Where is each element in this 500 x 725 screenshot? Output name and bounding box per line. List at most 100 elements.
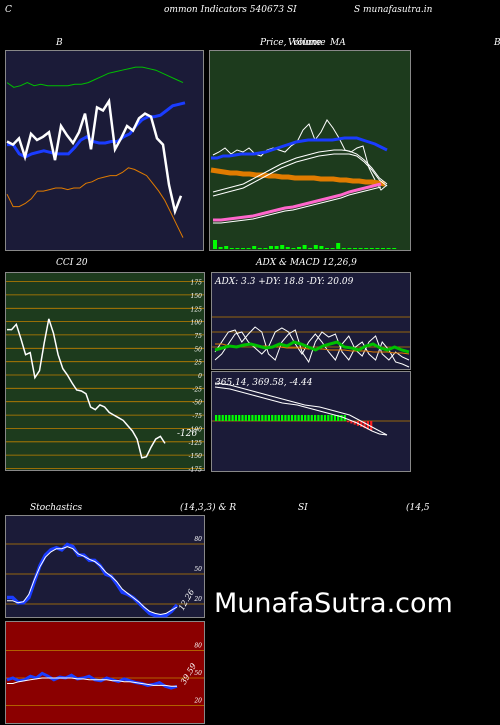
volume-bar — [386, 248, 391, 249]
macd-histogram-bar — [330, 415, 333, 421]
volume-bar — [313, 245, 318, 249]
volume-bar — [375, 248, 380, 249]
bb-price-line — [6, 97, 183, 216]
volume-bar — [257, 248, 262, 249]
macd-histogram-bar — [284, 415, 287, 421]
macd-histogram-bar — [251, 415, 254, 421]
volume-bar — [274, 246, 279, 249]
cci-tick-label: -100 — [189, 426, 203, 433]
ma-title: MA — [330, 38, 346, 48]
macd-histogram-bar — [221, 415, 224, 421]
stoch-params: (14,3,3) & R — [180, 503, 237, 513]
volume-bar — [241, 248, 245, 249]
volume-bar — [224, 246, 229, 249]
volume-bar — [213, 240, 217, 249]
header-left: C — [5, 5, 12, 15]
macd-histogram-bar — [257, 415, 261, 421]
volume-bar — [353, 248, 357, 249]
macd-histogram-bar — [300, 415, 303, 421]
volume-bar — [285, 247, 290, 249]
cci-tick-label: 0 — [198, 373, 202, 380]
cci-tick-label: -175 — [189, 466, 203, 472]
volume-bar — [291, 248, 296, 249]
macd-histogram-bar — [271, 415, 274, 421]
volume-bar — [364, 248, 369, 249]
macd-histogram-bar — [215, 415, 218, 421]
macd-panel: 365.14, 369.58, -4.44 — [211, 371, 411, 472]
macd-histogram-bar — [274, 415, 277, 421]
macd-histogram-bar — [287, 415, 290, 421]
macd-histogram-bar — [248, 415, 251, 421]
volume-bar — [325, 248, 329, 249]
macd-histogram-bar — [244, 415, 247, 421]
volume-title: Volume — [288, 38, 322, 48]
macd-histogram-bar — [224, 415, 228, 421]
header-title: ommon Indicators 540673 SI — [164, 5, 297, 15]
volume-bar — [308, 248, 313, 249]
macd-histogram-bar — [314, 415, 317, 421]
volume-bar — [341, 248, 346, 249]
macd-histogram-bar — [241, 415, 244, 421]
stoch-tick-label: 80 — [194, 536, 202, 543]
rsi-tick-label: 80 — [194, 642, 202, 649]
volume-bar — [319, 246, 324, 249]
macd-histogram-bar — [264, 415, 267, 421]
volume-bar — [269, 246, 273, 249]
adx-panel: ADX: 3.3 +DY: 18.8 -DY: 20.09 — [211, 272, 411, 370]
adx-readout: ADX: 3.3 +DY: 18.8 -DY: 20.09 — [214, 277, 354, 287]
cci-tick-label: -50 — [192, 400, 202, 407]
macd-histogram-bar — [218, 415, 221, 421]
header-site: S munafasutra.in — [354, 5, 433, 15]
cci-tick-label: 50 — [194, 346, 202, 353]
adx-macd-title: ADX & MACD 12,26,9 — [256, 258, 357, 268]
cci-tick-label: -25 — [192, 386, 202, 393]
cci-tick-label: 75 — [194, 333, 202, 340]
bb-upper-band — [6, 66, 184, 88]
macd-histogram-bar — [333, 415, 336, 421]
volume-bar — [263, 248, 268, 249]
macd-histogram-bar — [363, 421, 366, 429]
macd-histogram-bar — [267, 415, 270, 421]
rsi-title: SI — [298, 503, 308, 513]
volume-title-overlap: Volume — [292, 38, 326, 48]
cci-tick-label: -125 — [189, 440, 203, 447]
macd-histogram-bar — [370, 421, 373, 431]
macd-histogram-bar — [228, 415, 231, 421]
volume-bar — [347, 248, 352, 249]
macd-histogram-bar — [297, 415, 300, 421]
macd-histogram-bar — [277, 415, 280, 421]
macd-histogram-bar — [281, 415, 284, 421]
volume-bar — [392, 248, 397, 249]
rsi-tick-label: 50 — [194, 670, 202, 677]
macd-histogram-bar — [310, 415, 313, 421]
volume-bar — [229, 248, 234, 249]
volume-bar — [381, 248, 385, 249]
price-ma-panel — [209, 50, 411, 251]
volume-bar — [330, 248, 335, 249]
macd-histogram-bar — [320, 415, 323, 421]
volume-bar — [358, 248, 363, 249]
macd-histogram-bar — [317, 415, 320, 421]
macd-histogram-bar — [261, 415, 264, 421]
cci-tick-label: 150 — [191, 293, 203, 300]
volume-bar — [252, 246, 257, 249]
bb-middle-band — [7, 101, 186, 159]
cci-tick-label: 25 — [193, 360, 202, 367]
volume-bar — [235, 248, 240, 249]
macd-histogram-bar — [327, 415, 330, 421]
macd-histogram-bar — [307, 415, 310, 421]
stoch-tick-label: 50 — [194, 566, 202, 573]
cci-tick-label: -75 — [192, 413, 202, 420]
volume-bar — [218, 247, 223, 249]
macd-histogram-bar — [290, 415, 294, 421]
macd-histogram-bar — [350, 421, 353, 424]
macd-histogram-bar — [304, 415, 307, 421]
bollinger-panel — [5, 50, 204, 251]
stoch-tick-label: 20 — [193, 596, 202, 603]
cci-tick-label: -150 — [189, 453, 203, 460]
macd-histogram-bar — [360, 421, 363, 427]
bb-title: B — [56, 38, 63, 48]
cci-tick-label: 100 — [191, 320, 203, 327]
macd-histogram-bar — [231, 415, 234, 421]
